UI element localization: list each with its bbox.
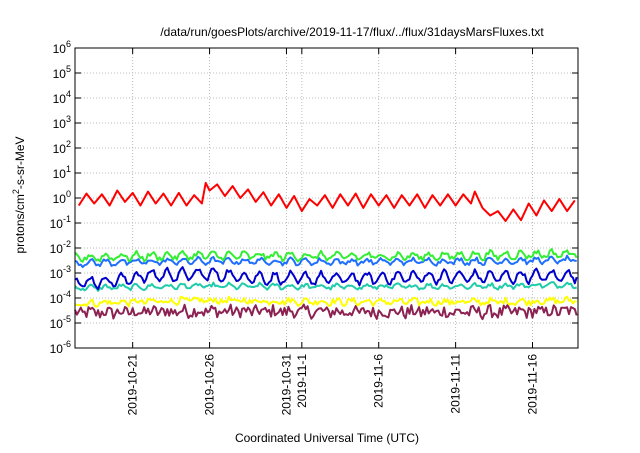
series-line [74,266,578,291]
x-tick-label: 2019-11-6 [372,354,386,408]
y-tick-label: 100 [53,189,71,206]
x-tick-label: 2019-11-16 [526,354,540,415]
series-line [74,248,578,263]
y-tick-label: 10-2 [50,239,71,256]
y-tick-label: 102 [53,139,71,156]
y-tick-label: 10-1 [50,214,71,231]
series-group [74,181,578,321]
y-tick-label: 104 [53,89,71,106]
x-tick-label: 2019-10-31 [279,354,293,416]
x-tick-label: 2019-11-1 [295,354,309,408]
x-tick-label: 2019-10-26 [203,354,217,416]
series-line [74,303,578,321]
y-tick-label: 105 [53,64,71,81]
y-tick-label: 106 [53,39,71,56]
y-axis-label: protons/cm2-s-sr-MeV [11,136,27,253]
series-line [74,254,577,269]
y-tick-label: 103 [53,114,71,131]
series-line [77,181,576,222]
x-tick-label: 2019-10-21 [126,354,140,416]
y-tick-label: 10-4 [50,289,71,306]
series-line [74,281,578,292]
y-tick-label: 101 [53,164,71,181]
series-line [74,295,577,308]
y-tick-label: 10-3 [50,264,71,281]
axes: 10-6 10-5 10-4 10-3 10-2 10-1 100 101 102 103 104 1… [50,39,578,415]
x-tick-label: 2019-11-11 [449,354,463,414]
chart-title: /data/run/goesPlots/archive/2019-11-17/f… [160,25,544,39]
x-axis-label: Coordinated Universal Time (UTC) [235,431,419,445]
y-tick-label: 10-6 [50,339,71,356]
y-tick-label: 10-5 [50,314,71,331]
